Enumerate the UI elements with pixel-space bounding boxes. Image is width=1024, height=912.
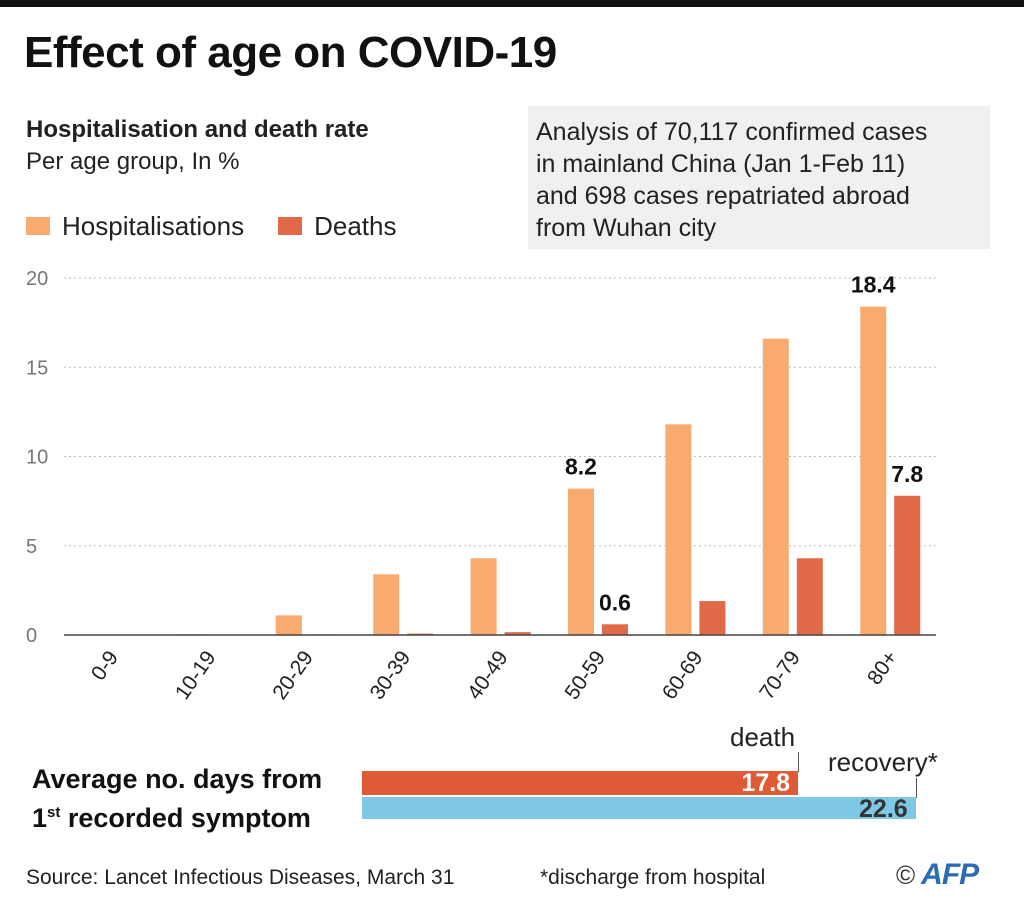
bar-hospitalisations: [470, 558, 497, 635]
x-tick-label: 10-19: [171, 647, 221, 704]
bar-hospitalisations: [665, 424, 692, 635]
bar-deaths: [796, 558, 823, 635]
legend-item-deaths: Deaths: [278, 211, 396, 242]
days-label-rest: recorded symptom: [60, 803, 311, 833]
days-label-ordinal: 1: [32, 803, 48, 833]
bar-chart: 0 5 10 15 20 0-9 10-19 20-29 30-39 40-49 50-59 60-6…: [26, 268, 936, 704]
days-label-ordinal-suffix: st: [47, 804, 61, 821]
y-tick-label: 10: [26, 447, 48, 469]
death-days-caption: death: [730, 722, 796, 752]
x-tick-label: 70-79: [755, 647, 805, 704]
bar-hospitalisations: [373, 574, 400, 635]
recovery-days-caption: recovery*: [828, 747, 938, 777]
death-days-bar: [362, 771, 799, 795]
bar-deaths: [504, 632, 531, 635]
y-tick-label: 15: [26, 357, 48, 379]
data-value-label: 8.2: [565, 454, 597, 480]
footnote: *discharge from hospital: [540, 866, 766, 889]
note-line: and 698 cases repatriated abroad: [536, 182, 910, 210]
death-days-tick: [798, 752, 800, 772]
bar-hospitalisations: [860, 306, 887, 635]
afp-logo: AFP: [921, 858, 979, 891]
bar-deaths: [699, 601, 726, 635]
note-line: in mainland China (Jan 1-Feb 11): [536, 150, 906, 178]
days-from-symptom-label: Average no. days from 1st recorded sympt…: [32, 762, 322, 835]
x-tick-label: 30-39: [366, 647, 416, 704]
chart-subtitle: Hospitalisation and death rate: [26, 116, 369, 143]
bar-deaths: [602, 624, 628, 635]
recovery-days-tick: [915, 778, 917, 798]
y-tick-label: 20: [26, 268, 48, 290]
days-label-line2: 1st recorded symptom: [32, 796, 322, 835]
bar-hospitalisations: [568, 488, 594, 635]
page-title: Effect of age on COVID-19: [24, 28, 557, 77]
legend-swatch-hospitalisations: [26, 217, 50, 235]
y-tick-label: 0: [26, 625, 37, 647]
analysis-note-box: Analysis of 70,117 confirmed cases in ma…: [528, 106, 990, 249]
agency-credit: © AFP: [896, 858, 979, 892]
legend-item-hospitalisations: Hospitalisations: [26, 211, 244, 242]
bar-hospitalisations: [275, 615, 302, 635]
legend-label-hospitalisations: Hospitalisations: [62, 210, 245, 241]
note-line: from Wuhan city: [536, 214, 717, 242]
data-value-label: 18.4: [851, 272, 896, 298]
x-tick-label: 60-69: [658, 647, 708, 704]
bar-deaths: [894, 495, 921, 635]
legend-swatch-deaths: [278, 217, 303, 235]
chart-legend: Hospitalisations Deaths: [26, 210, 430, 242]
x-tick-label: 50-59: [560, 647, 610, 704]
recovery-days-value: 22.6: [859, 795, 908, 823]
data-value-label: 7.8: [891, 461, 923, 487]
recovery-days-bar: [362, 797, 916, 819]
bar-hospitalisations: [762, 338, 789, 635]
copyright-symbol: ©: [896, 859, 916, 890]
top-rule: [0, 0, 1024, 7]
data-value-label: 0.6: [599, 589, 631, 615]
x-tick-label: 0-9: [87, 647, 123, 685]
x-tick-label: 40-49: [463, 647, 513, 704]
death-days-value: 17.8: [741, 769, 791, 797]
days-label-line1: Average no. days from: [32, 764, 323, 794]
note-line: Analysis of 70,117 confirmed cases: [536, 118, 928, 146]
source-credit: Source: Lancet Infectious Diseases, Marc…: [26, 866, 455, 889]
chart-unit-subtitle: Per age group, In %: [26, 148, 240, 175]
y-tick-label: 5: [26, 536, 37, 558]
x-tick-label: 80+: [863, 647, 902, 689]
x-tick-label: 20-29: [268, 647, 318, 704]
legend-label-deaths: Deaths: [314, 210, 397, 241]
